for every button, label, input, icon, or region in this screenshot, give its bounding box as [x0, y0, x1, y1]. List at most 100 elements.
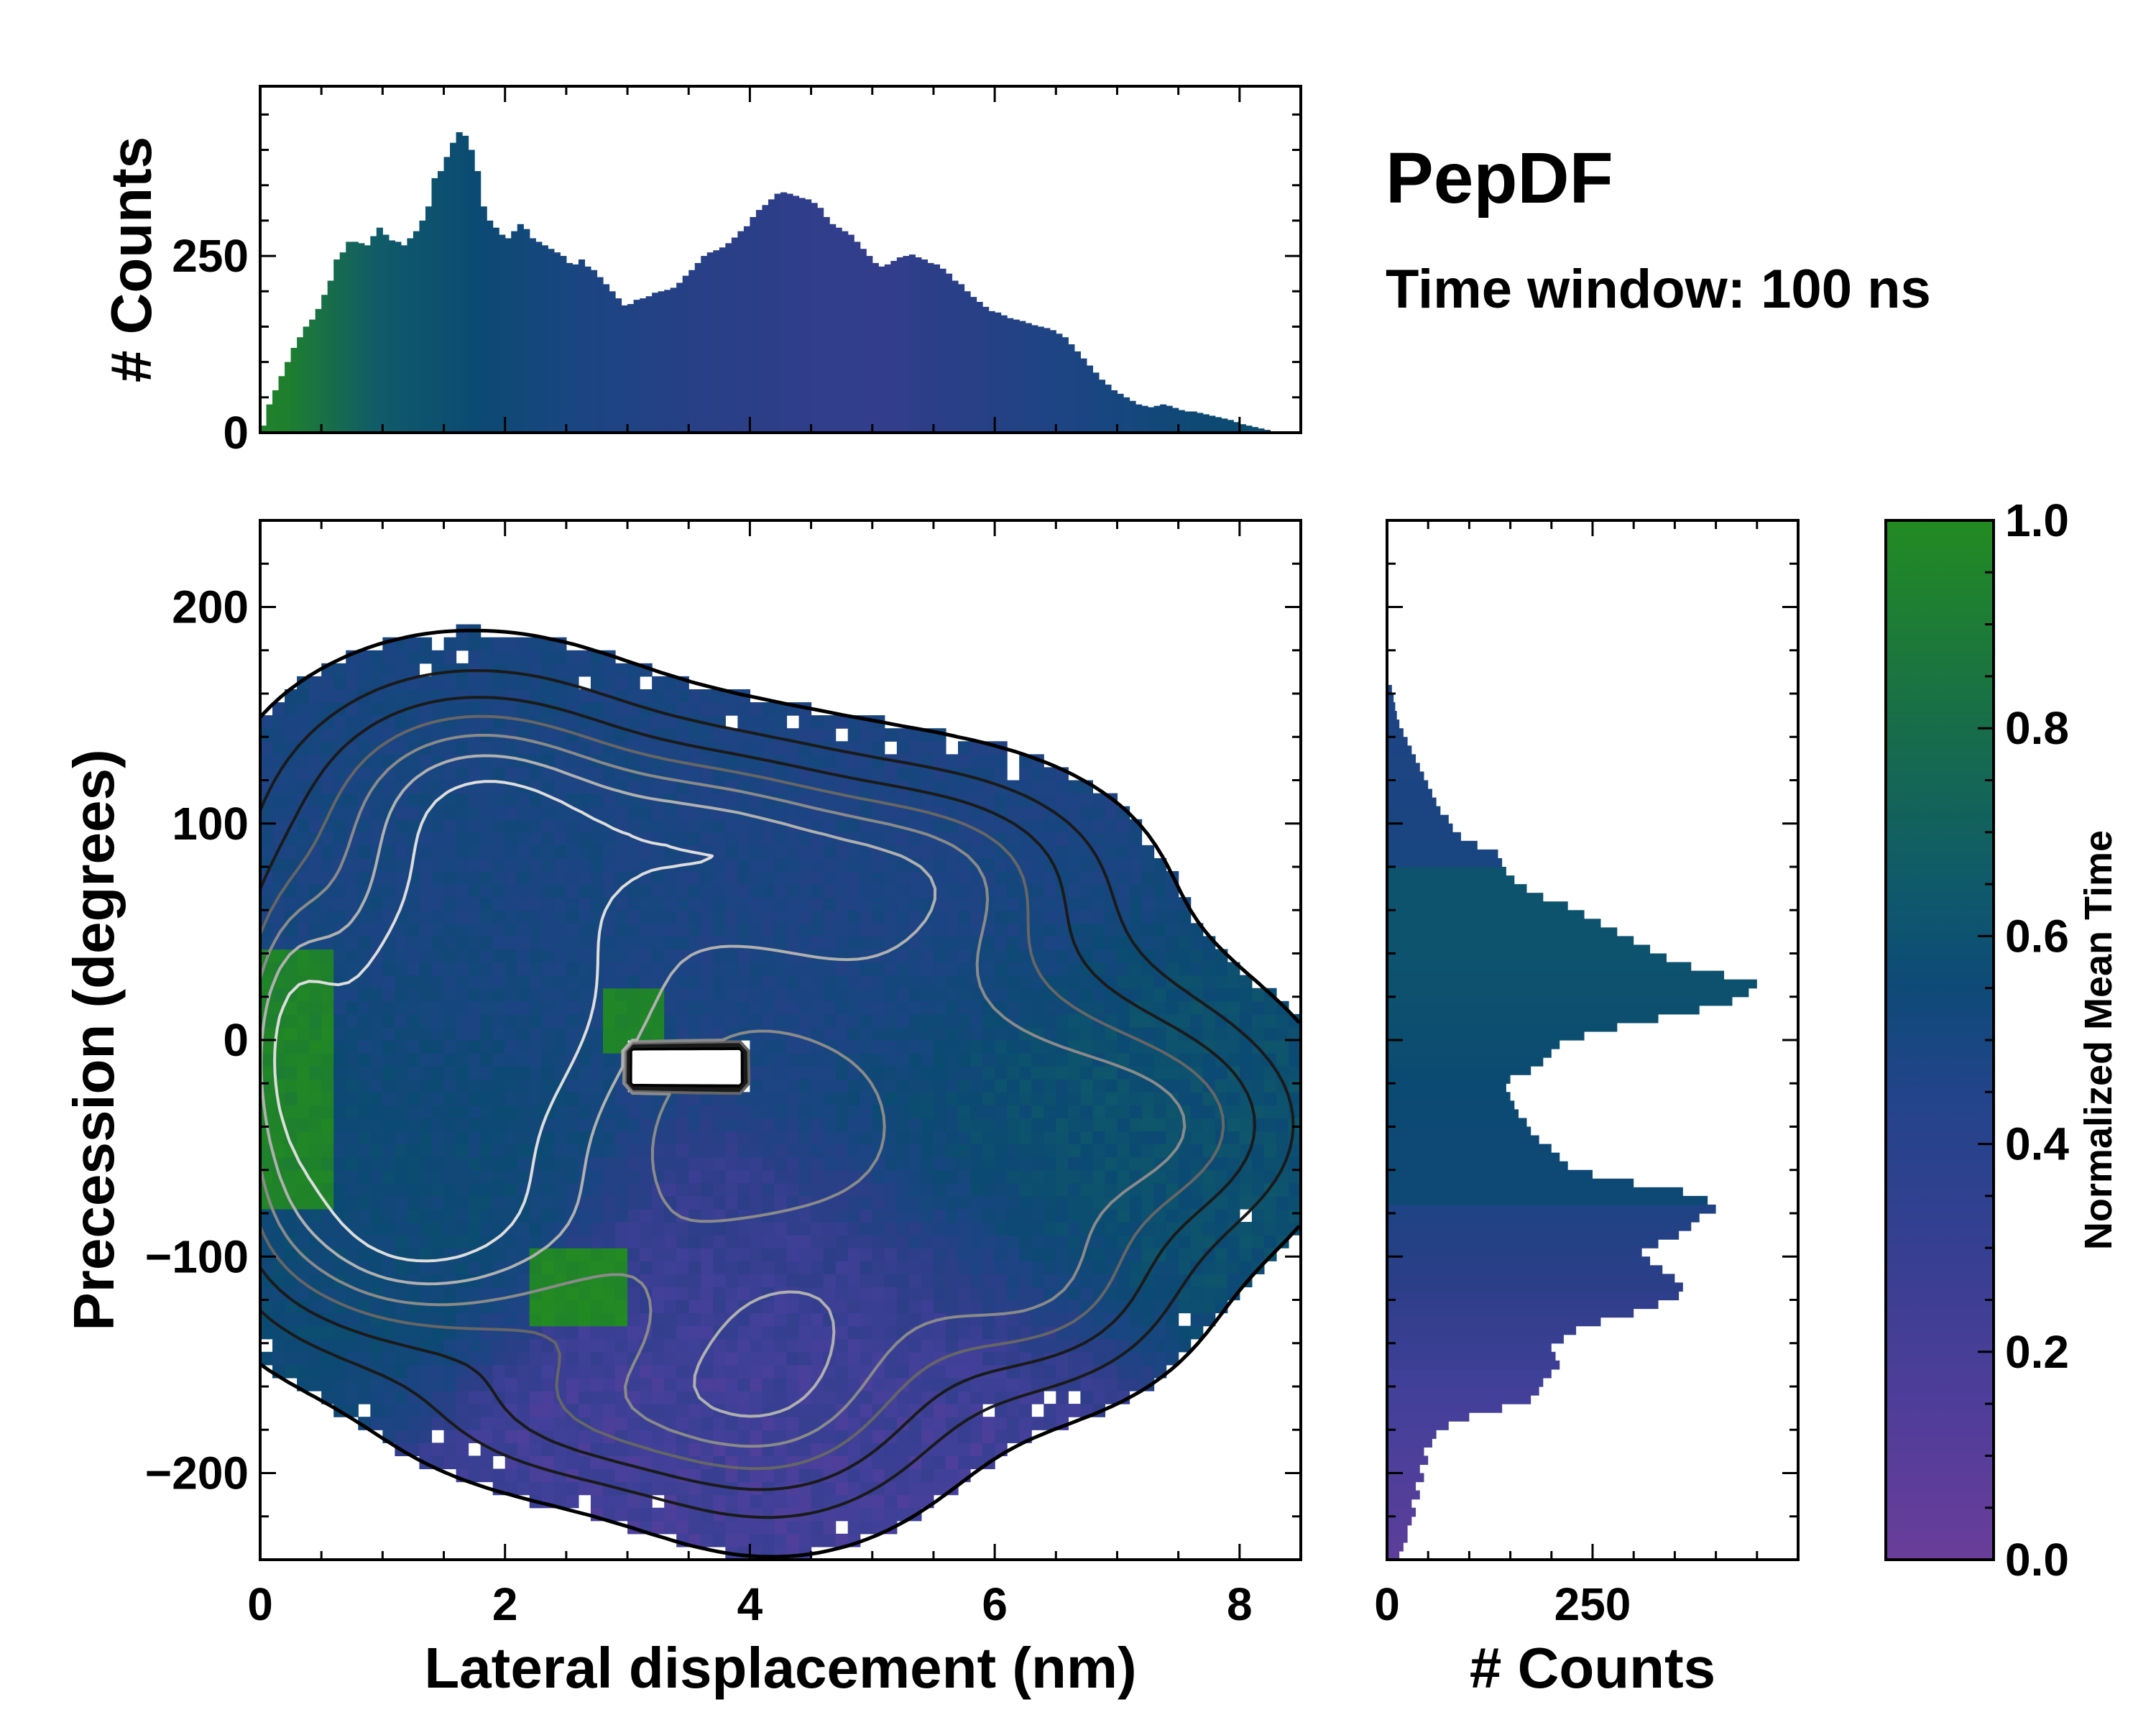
heatmap-cell — [652, 1338, 665, 1353]
heatmap-cell — [1031, 857, 1044, 872]
heatmap-cell — [297, 923, 310, 937]
heatmap-cell — [701, 975, 714, 989]
heatmap-cell — [517, 1325, 530, 1340]
heatmap-cell — [750, 1131, 763, 1145]
heatmap-cell — [933, 1455, 946, 1470]
heatmap-cell — [407, 1144, 420, 1158]
heatmap-cell — [1141, 1092, 1155, 1105]
heatmap-cell — [358, 1000, 371, 1015]
heatmap-cell — [578, 1092, 591, 1105]
heatmap-cell — [811, 1066, 824, 1080]
heatmap-cell — [1178, 1300, 1192, 1314]
heatmap-cell — [456, 832, 469, 846]
heatmap-cell — [652, 1222, 665, 1236]
heatmap-cell — [321, 1300, 334, 1314]
heatmap-cell — [1190, 1092, 1204, 1105]
heatmap-cell — [456, 676, 469, 690]
heatmap-cell — [419, 1248, 433, 1261]
heatmap-cell — [541, 1404, 555, 1417]
heatmap-cell — [456, 1000, 469, 1015]
heatmap-cell — [382, 1066, 395, 1080]
heatmap-cell — [872, 1235, 885, 1248]
heatmap-cell — [456, 1287, 469, 1301]
heatmap-cell — [1080, 910, 1093, 924]
heatmap-cell — [640, 741, 653, 755]
heatmap-cell — [346, 1248, 359, 1261]
heatmap-cell — [370, 1013, 383, 1028]
heatmap-cell — [908, 1079, 922, 1092]
heatmap-cell — [419, 884, 433, 898]
heatmap-cell — [872, 1287, 885, 1301]
heatmap-cell — [407, 1040, 420, 1054]
heatmap-cell — [578, 650, 591, 664]
heatmap-cell — [627, 1195, 640, 1210]
heatmap-cell — [1117, 1105, 1130, 1119]
heatmap-cell — [872, 728, 885, 742]
heatmap-cell — [713, 1195, 726, 1210]
heatmap-cell — [640, 806, 653, 820]
heatmap-cell — [407, 715, 420, 729]
heatmap-cell — [908, 1443, 922, 1456]
heatmap-cell — [1031, 1066, 1044, 1080]
heatmap-cell — [272, 1222, 285, 1236]
heatmap-cell — [1092, 1261, 1106, 1274]
heatmap-cell — [505, 663, 518, 677]
heatmap-cell — [1166, 936, 1179, 950]
heatmap-cell — [566, 949, 579, 963]
heatmap-cell — [505, 1468, 518, 1483]
heatmap-cell — [1019, 1053, 1032, 1067]
heatmap-cell — [566, 1000, 579, 1015]
heatmap-cell — [835, 1364, 849, 1379]
heatmap-cell — [431, 1261, 445, 1274]
heatmap-cell — [701, 1235, 714, 1248]
heatmap-cell — [750, 1169, 763, 1184]
heatmap-cell — [945, 1455, 959, 1470]
heatmap-cell — [309, 780, 322, 794]
heatmap-cell — [1007, 949, 1020, 963]
heatmap-cell — [945, 962, 959, 976]
heatmap-cell — [260, 1156, 273, 1171]
heatmap-cell — [480, 1287, 494, 1301]
heatmap-cell — [492, 1053, 506, 1067]
heatmap-cell — [419, 857, 433, 872]
heatmap-cell — [407, 637, 420, 651]
heatmap-cell — [995, 949, 1008, 963]
heatmap-cell — [872, 871, 885, 885]
top-histogram-bar — [786, 193, 793, 433]
heatmap-cell — [835, 1300, 849, 1314]
heatmap-cell — [492, 1364, 506, 1379]
heatmap-cell — [1215, 1040, 1228, 1054]
heatmap-cell — [370, 1235, 383, 1248]
heatmap-cell — [750, 819, 763, 833]
heatmap-cell — [811, 819, 824, 833]
heatmap-cell — [995, 754, 1008, 768]
heatmap-cell — [395, 871, 408, 885]
heatmap-cell — [395, 1325, 408, 1340]
heatmap-cell — [346, 857, 359, 872]
heatmap-cell — [1239, 1079, 1253, 1092]
heatmap-cell — [835, 1105, 849, 1119]
heatmap-cell — [1068, 1131, 1081, 1145]
heatmap-cell — [847, 962, 861, 976]
heatmap-cell — [958, 1222, 971, 1236]
heatmap-cell — [627, 663, 640, 677]
heatmap-cell — [872, 1118, 885, 1132]
heatmap-cell — [725, 1000, 738, 1015]
heatmap-cell — [443, 637, 457, 651]
heatmap-cell — [982, 1169, 995, 1184]
heatmap-cell — [847, 1377, 861, 1392]
heatmap-cell — [1068, 857, 1081, 872]
heatmap-cell — [1166, 1312, 1179, 1327]
heatmap-cell — [1068, 1195, 1081, 1210]
heatmap-cell — [505, 975, 518, 989]
heatmap-cell — [750, 871, 763, 885]
heatmap-cell — [468, 741, 482, 755]
heatmap-cell — [407, 1235, 420, 1248]
heatmap-cell — [713, 1533, 726, 1547]
heatmap-cell — [517, 1118, 530, 1132]
heatmap-cell — [652, 949, 665, 963]
heatmap-cell — [1129, 857, 1143, 872]
heatmap-cell — [431, 1079, 445, 1092]
heatmap-cell — [786, 1235, 800, 1248]
heatmap-cell — [1056, 1338, 1069, 1353]
